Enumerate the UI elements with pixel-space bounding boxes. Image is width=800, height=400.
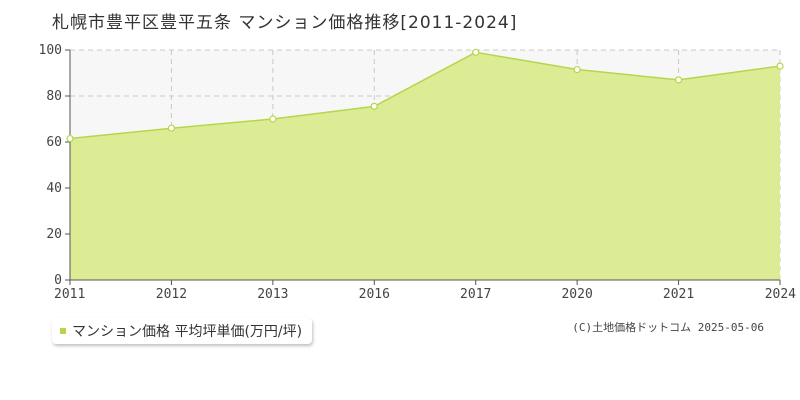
legend-marker bbox=[60, 328, 66, 334]
copyright: (C)土地価格ドットコム 2025-05-06 bbox=[572, 321, 764, 334]
x-tick-label: 2021 bbox=[663, 287, 694, 302]
x-tick-label: 2017 bbox=[460, 287, 491, 302]
x-tick-label: 2016 bbox=[359, 287, 390, 302]
x-tick-label: 2013 bbox=[257, 287, 288, 302]
chart-title: 札幌市豊平区豊平五条 マンション価格推移[2011-2024] bbox=[52, 13, 518, 33]
data-point bbox=[167, 124, 176, 132]
x-tick-label: 2020 bbox=[561, 287, 592, 302]
y-tick-label: 20 bbox=[46, 227, 62, 242]
x-tick-label: 2012 bbox=[156, 287, 187, 302]
area-series bbox=[70, 52, 780, 280]
series-line bbox=[69, 51, 781, 140]
data-point bbox=[776, 62, 784, 70]
data-points bbox=[66, 48, 784, 143]
x-tick-label: 2011 bbox=[54, 287, 85, 302]
y-tick-label: 100 bbox=[39, 43, 62, 58]
data-point bbox=[472, 48, 480, 56]
data-point bbox=[269, 115, 277, 123]
y-tick-label: 60 bbox=[46, 135, 62, 150]
data-point bbox=[573, 65, 581, 74]
y-tick-labels: 0 20 40 60 80 100 bbox=[39, 43, 62, 288]
data-point bbox=[370, 102, 378, 110]
x-tick-labels: 2011 2012 2013 2016 2017 2020 2021 2024 bbox=[54, 287, 796, 302]
legend-label: マンション価格 平均坪単価(万円/坪) bbox=[72, 324, 303, 340]
y-tick-label: 80 bbox=[46, 89, 62, 104]
y-tick-label: 0 bbox=[54, 273, 62, 288]
axes bbox=[65, 49, 781, 285]
legend: マンション価格 平均坪単価(万円/坪) bbox=[52, 318, 313, 344]
x-tick-label: 2024 bbox=[765, 287, 796, 302]
data-point bbox=[674, 76, 683, 84]
y-tick-label: 40 bbox=[46, 181, 62, 196]
data-point bbox=[66, 134, 74, 143]
